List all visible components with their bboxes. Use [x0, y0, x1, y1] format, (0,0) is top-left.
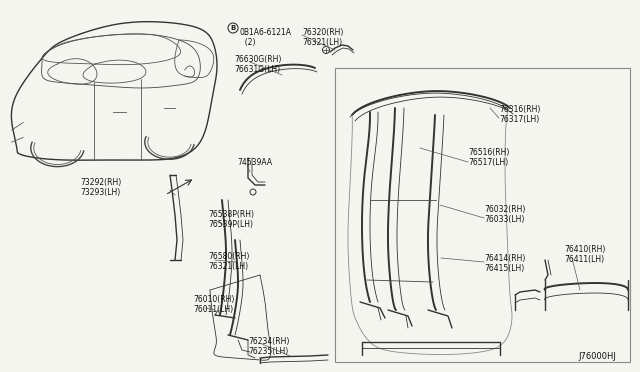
Text: 0B1A6-6121A
  (2): 0B1A6-6121A (2): [240, 28, 292, 47]
Text: J76000HJ: J76000HJ: [578, 352, 616, 361]
Text: 76032(RH)
76033(LH): 76032(RH) 76033(LH): [484, 205, 525, 224]
Text: 76414(RH)
76415(LH): 76414(RH) 76415(LH): [484, 254, 525, 273]
Text: 76410(RH)
76411(LH): 76410(RH) 76411(LH): [564, 245, 605, 264]
Text: 76630G(RH)
76631G(LH): 76630G(RH) 76631G(LH): [234, 55, 282, 74]
Text: 76320(RH)
76321(LH): 76320(RH) 76321(LH): [302, 28, 344, 47]
Text: 76010(RH)
76011(LH): 76010(RH) 76011(LH): [193, 295, 234, 314]
Text: B: B: [230, 25, 236, 31]
Text: 76316(RH)
76317(LH): 76316(RH) 76317(LH): [499, 105, 540, 124]
Text: 74539AA: 74539AA: [237, 158, 272, 167]
Text: 76538P(RH)
76539P(LH): 76538P(RH) 76539P(LH): [208, 210, 254, 230]
Bar: [335, 68, 630, 362]
Text: 73292(RH)
73293(LH): 73292(RH) 73293(LH): [80, 178, 121, 198]
Text: 76580(RH)
76321(LH): 76580(RH) 76321(LH): [208, 252, 250, 272]
Text: 76234(RH)
76235(LH): 76234(RH) 76235(LH): [248, 337, 289, 356]
Text: 76516(RH)
76517(LH): 76516(RH) 76517(LH): [468, 148, 509, 167]
